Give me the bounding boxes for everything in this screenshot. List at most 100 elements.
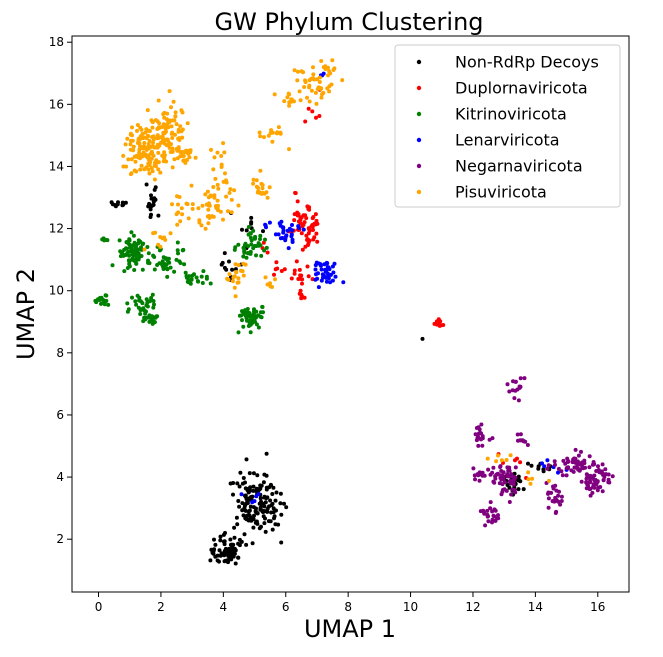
data-point	[247, 471, 252, 476]
data-point	[579, 479, 584, 484]
data-point	[486, 467, 491, 472]
data-point	[306, 106, 311, 111]
data-point	[235, 522, 240, 527]
data-point	[580, 464, 585, 469]
data-point	[595, 488, 600, 493]
data-point	[300, 281, 304, 286]
data-point	[233, 561, 238, 566]
data-point	[149, 212, 153, 217]
data-point	[601, 478, 606, 483]
data-point	[546, 490, 551, 495]
data-point	[151, 231, 156, 236]
data-point	[208, 281, 213, 286]
data-point	[331, 270, 336, 275]
data-point	[332, 66, 337, 71]
data-point	[326, 73, 330, 78]
legend-marker	[416, 163, 422, 169]
data-point	[190, 206, 195, 211]
data-point	[193, 155, 198, 160]
data-point	[324, 279, 329, 284]
data-point	[526, 470, 531, 475]
data-point	[273, 277, 277, 282]
data-point	[151, 199, 156, 204]
data-point	[494, 459, 499, 464]
series-lenarviricota	[239, 71, 569, 505]
data-point	[165, 274, 170, 279]
data-point	[172, 269, 177, 274]
y-tick-label: 4	[56, 470, 64, 484]
data-point	[115, 202, 120, 207]
data-point	[292, 99, 296, 104]
data-point	[160, 236, 165, 241]
data-point	[261, 480, 266, 485]
data-point	[224, 194, 229, 199]
data-point	[230, 267, 235, 272]
data-point	[485, 508, 490, 513]
data-point	[133, 299, 138, 304]
data-point	[228, 537, 233, 542]
data-point	[319, 59, 324, 63]
data-point	[496, 516, 501, 521]
x-tick-label: 4	[220, 600, 228, 614]
data-point	[509, 478, 513, 483]
data-point	[281, 228, 286, 233]
data-point	[245, 318, 249, 323]
data-point	[206, 207, 211, 212]
data-point	[309, 76, 314, 81]
data-point	[258, 243, 263, 248]
data-point	[132, 268, 137, 272]
data-point	[178, 219, 183, 224]
data-point	[314, 115, 318, 120]
data-point	[325, 86, 330, 91]
data-point	[471, 466, 476, 471]
data-point	[579, 449, 583, 454]
data-point	[490, 509, 495, 514]
data-point	[325, 271, 330, 276]
data-point	[547, 478, 551, 483]
data-point	[233, 548, 238, 553]
data-point	[592, 485, 597, 490]
data-point	[434, 319, 439, 324]
legend-label: Lenarviricota	[455, 131, 560, 150]
series-pisuviricota	[121, 58, 551, 486]
data-point	[208, 193, 213, 198]
data-point	[150, 292, 155, 297]
data-point	[130, 125, 134, 130]
data-point	[492, 480, 497, 485]
data-point	[298, 98, 303, 103]
data-point	[279, 540, 284, 545]
data-point	[528, 481, 533, 486]
data-point	[183, 270, 188, 275]
data-point	[314, 272, 318, 277]
data-point	[260, 183, 265, 187]
data-point	[316, 285, 321, 290]
data-point	[190, 202, 195, 207]
data-point	[151, 137, 156, 142]
data-point	[127, 253, 132, 258]
data-point	[144, 182, 149, 187]
data-point	[240, 501, 245, 506]
data-point	[546, 496, 551, 501]
data-point	[169, 142, 173, 147]
data-point	[235, 481, 240, 486]
data-point	[326, 65, 330, 70]
data-point	[233, 294, 238, 299]
data-point	[142, 247, 147, 252]
data-point	[496, 513, 500, 518]
data-point	[262, 521, 267, 526]
data-point	[271, 485, 276, 490]
data-point	[536, 464, 541, 469]
data-point	[123, 200, 128, 205]
data-point	[479, 422, 484, 427]
data-point	[194, 275, 199, 280]
data-point	[565, 456, 570, 461]
data-point	[560, 473, 565, 478]
data-point	[292, 271, 297, 276]
data-point	[199, 223, 204, 228]
data-point	[585, 475, 590, 480]
data-point	[136, 257, 141, 262]
data-point	[242, 532, 247, 537]
data-point	[128, 131, 133, 136]
data-point	[313, 267, 318, 272]
data-point	[195, 279, 200, 284]
